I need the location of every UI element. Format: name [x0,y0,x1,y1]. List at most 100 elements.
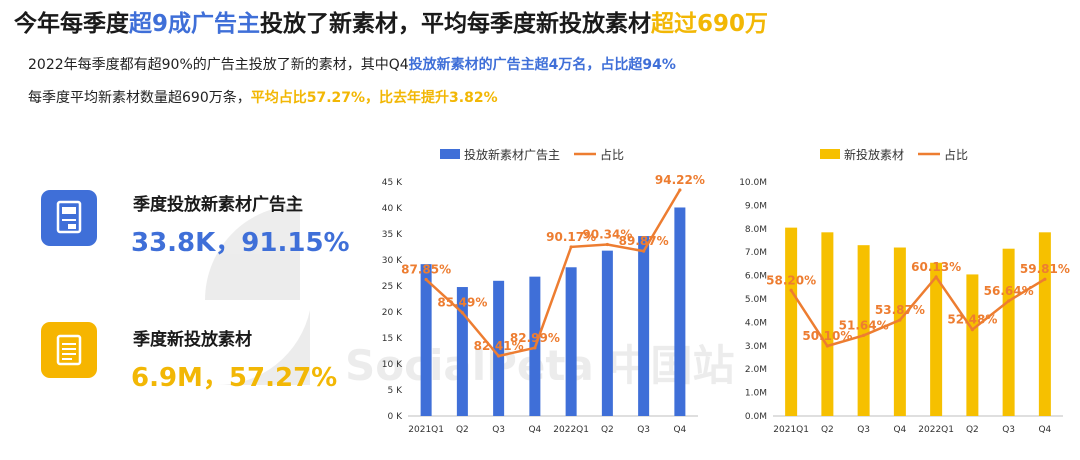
y-tick-label: 7.0M [745,248,767,258]
data-label: 50.10% [802,329,852,343]
y-tick-label: 5.0M [745,295,767,305]
data-label: 58.20% [766,273,816,287]
x-tick-label: Q3 [637,425,650,435]
y-tick-label: 0 K [388,412,404,422]
ratio-point [569,245,573,249]
bar [601,250,613,416]
x-tick-label: Q2 [821,425,834,435]
bar [1038,232,1051,416]
y-tick-label: 5 K [388,386,404,396]
y-tick-label: 40 K [382,204,403,214]
x-tick-label: Q4 [528,425,541,435]
bar [785,227,798,416]
chart-legend: 新投放素材 占比 [820,147,968,162]
y-tick-label: 45 K [382,178,403,188]
kpi-label-advertisers: 季度投放新素材广告主 [133,195,303,215]
data-label: 51.64% [839,318,889,332]
legend-swatch-bar [440,149,460,159]
title-text-1: 今年每季度 [14,11,129,37]
ratio-point [642,249,646,253]
subtitle-2-text: 每季度平均新素材数量超690万条， [28,90,251,106]
ratio-point [424,277,428,282]
legend-label-bar: 新投放素材 [844,147,904,162]
kpi-label-materials: 季度新投放素材 [133,330,252,350]
data-label: 60.13% [911,260,961,274]
y-tick-label: 6.0M [745,272,767,282]
kpi-value-materials: 6.9M，57.27% [131,363,338,393]
subtitle-1-highlight: 投放新素材的广告主超4万名，占比超94% [408,57,676,73]
y-tick-label: 9.0M [745,201,767,211]
bar [966,274,979,416]
x-tick-label: Q2 [456,425,469,435]
data-label: 85.49% [437,296,487,310]
subtitle-2-highlight: 平均占比57.27%，比去年提升3.82% [250,90,498,106]
ratio-point [825,344,829,348]
title-text-2: 投放了新素材，平均每季度新投放素材 [260,11,652,37]
x-tick-label: Q3 [492,425,505,435]
ratio-point [789,288,793,292]
advertiser-kpi-icon-tile [41,190,97,246]
legend-label-line: 占比 [944,147,968,162]
x-tick-label: 2021Q1 [773,425,809,435]
y-tick-label: 20 K [382,308,403,318]
chart-legend: 投放新素材广告主 占比 [440,147,624,162]
y-tick-label: 0.0M [745,412,767,422]
ratio-line [425,189,681,358]
title-highlight-2: 超过690万 [651,11,769,37]
legend-label-line: 占比 [600,147,624,162]
watermark-logo-mark [205,205,300,300]
x-tick-label: 2022Q1 [553,425,589,435]
ratio-point [497,354,501,358]
y-tick-label: 1.0M [745,389,767,399]
bar [930,262,943,416]
ratio-line [790,274,1046,348]
x-tick-label: Q4 [673,425,686,435]
data-label: 90.34% [582,228,632,242]
data-label: 94.22% [655,173,705,187]
x-tick-label: Q2 [601,425,614,435]
page-title: 今年每季度超9成广告主投放了新素材，平均每季度新投放素材超过690万 [14,4,768,38]
bar [1002,248,1015,416]
y-tick-label: 4.0M [745,318,767,328]
bar [420,264,432,416]
ratio-point [605,242,609,247]
subtitle-line-1: 2022年每季度都有超90%的广告主投放了新的素材，其中Q4投放新素材的广告主超… [28,54,676,74]
ratio-point [460,311,464,315]
bar [565,267,577,416]
ratio-point [934,275,938,279]
subtitle-1-text: 2022年每季度都有超90%的广告主投放了新的素材，其中Q4 [28,57,409,73]
ratio-point [678,188,682,192]
x-tick-label: Q3 [1002,425,1015,435]
x-tick-label: Q4 [893,425,906,435]
advertiser-bar-line-chart: 投放新素材广告主 占比 0 K 5 K 10 K 15 K 20 K 25 K 30 K 35 K… [382,147,705,435]
y-tick-label: 8.0M [745,225,767,235]
data-label: 52.48% [947,313,997,327]
ratio-point [1007,299,1011,303]
kpi-value-advertisers: 33.8K，91.15% [131,228,350,258]
data-label: 56.64% [984,284,1034,298]
x-tick-label: 2021Q1 [408,425,444,435]
bar [674,207,686,416]
file-list-icon [56,334,82,366]
ratio-point [970,328,974,332]
bar [857,245,870,416]
x-tick-label: Q4 [1038,425,1051,435]
ratio-point [898,318,902,322]
document-icon [56,200,82,234]
y-tick-label: 15 K [382,334,403,344]
y-tick-label: 3.0M [745,342,767,352]
watermark-logo-mark-2 [215,310,310,386]
y-tick-label: 35 K [382,230,403,240]
data-label: 90.17% [546,230,596,244]
data-label: 59.81% [1020,262,1070,276]
y-tick-label: 10 K [382,360,403,370]
bar [638,236,650,416]
ratio-point [862,333,866,338]
ratio-point [1043,277,1047,281]
bar [821,232,834,416]
ratio-point [533,346,537,350]
material-bar-line-chart: 新投放素材 占比 0.0M 1.0M 2.0M 3.0M 4.0M 5.0M 6.0M 7.0M 8… [739,147,1070,435]
legend-label-bar: 投放新素材广告主 [464,147,560,162]
x-tick-label: Q2 [966,425,979,435]
y-tick-label: 25 K [382,282,403,292]
